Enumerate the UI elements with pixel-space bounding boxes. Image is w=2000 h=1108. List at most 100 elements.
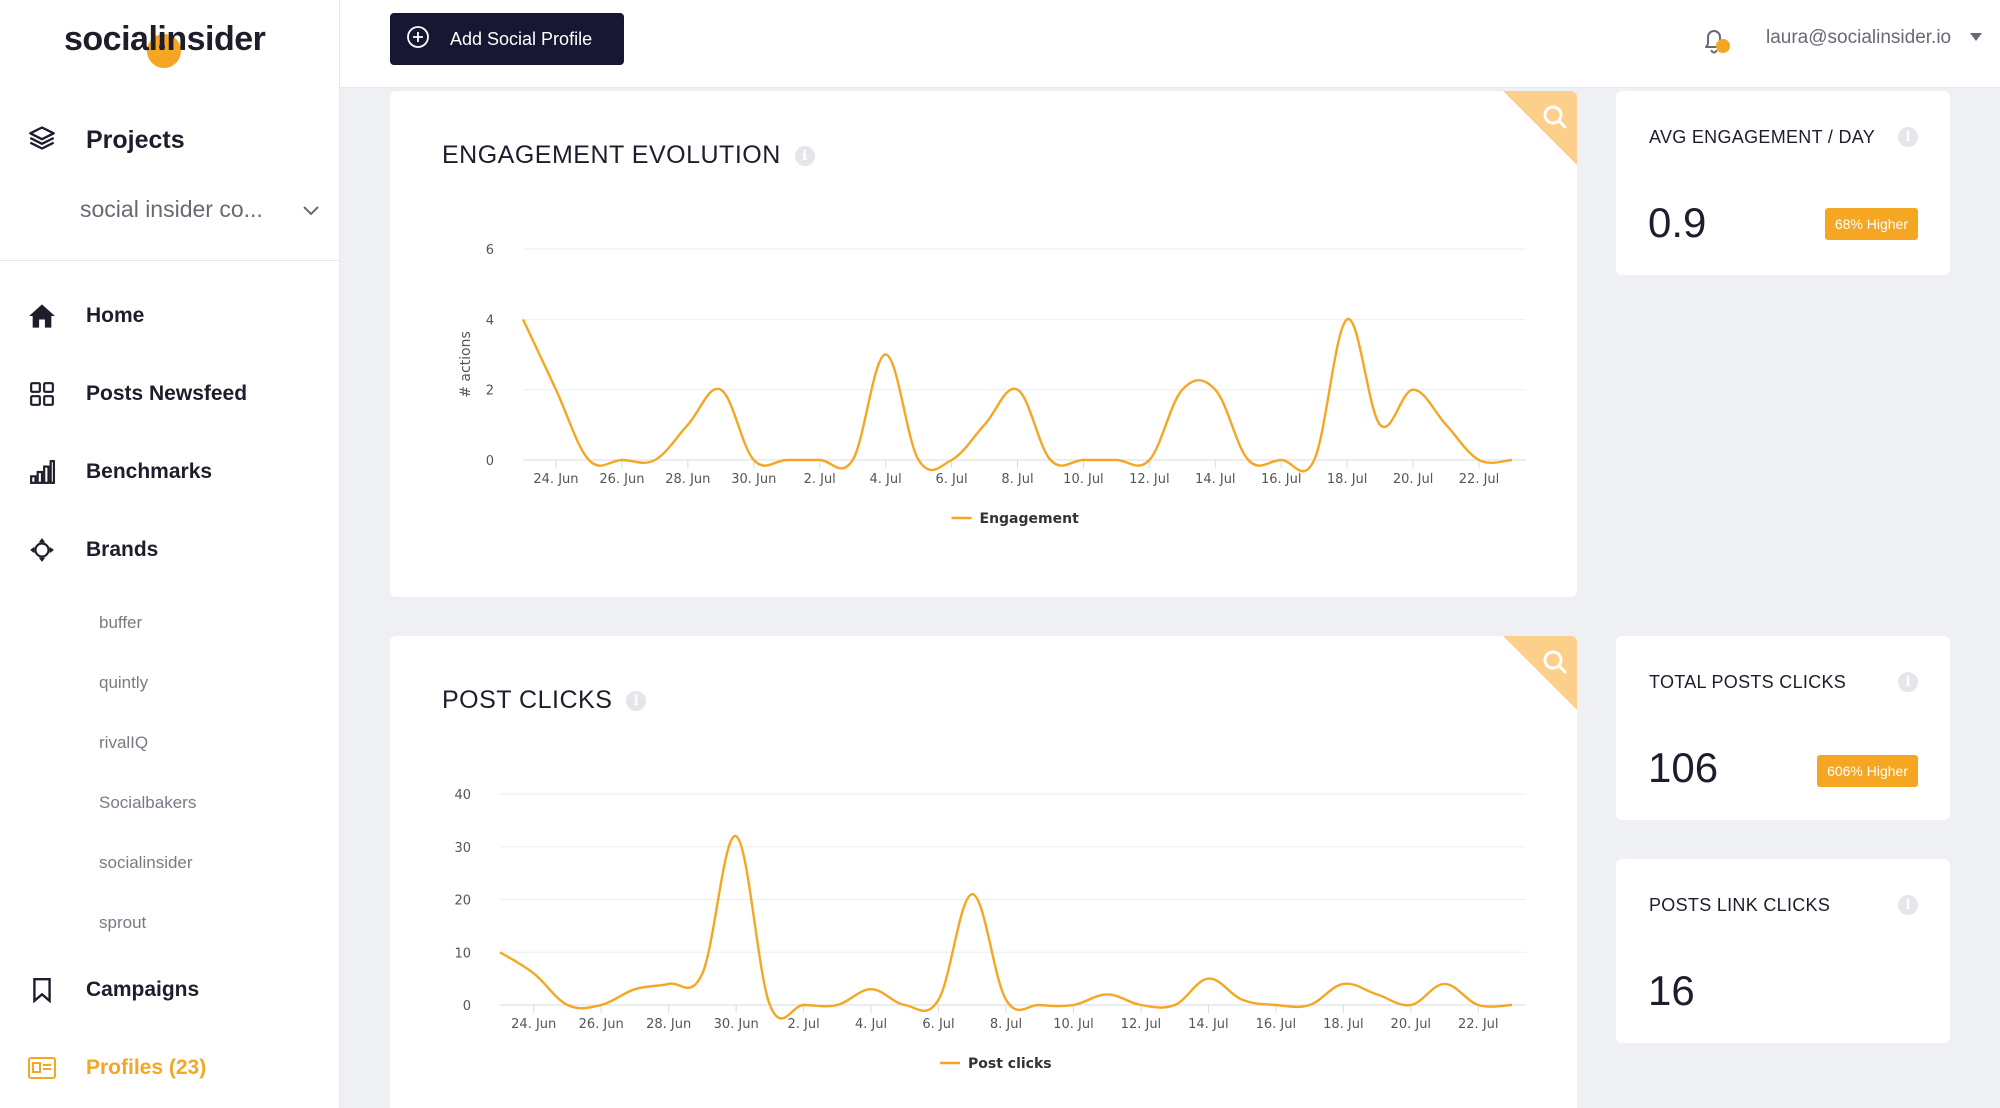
- x-tick-label: 20. Jul: [1393, 472, 1434, 487]
- x-tick-label: 18. Jul: [1323, 1017, 1364, 1032]
- user-menu[interactable]: laura@socialinsider.io: [1766, 27, 1983, 49]
- brand-item-buffer[interactable]: buffer: [99, 613, 143, 632]
- stat-value: 16: [1648, 967, 1695, 1014]
- x-tick-label: 8. Jul: [1001, 472, 1033, 487]
- x-tick-label: 8. Jul: [990, 1017, 1022, 1032]
- layers-icon: [28, 124, 56, 157]
- sidebar-item-label: Campaigns: [86, 978, 200, 1001]
- x-tick-label: 22. Jul: [1459, 472, 1500, 487]
- project-select[interactable]: social insider co...: [80, 196, 320, 223]
- sidebar-item-label: Home: [86, 304, 145, 327]
- chevron-down-icon: [302, 196, 320, 223]
- x-tick-label: 28. Jun: [665, 472, 710, 487]
- zoom-corner[interactable]: [1503, 636, 1577, 710]
- home-icon: [28, 302, 56, 330]
- x-tick-label: 6. Jul: [935, 472, 967, 487]
- sidebar-item-label: Profiles (23): [86, 1056, 207, 1079]
- info-icon[interactable]: i: [1898, 672, 1918, 692]
- x-tick-label: 16. Jul: [1261, 472, 1302, 487]
- x-tick-label: 28. Jun: [646, 1017, 691, 1032]
- stat-title: TOTAL POSTS CLICKS: [1649, 672, 1847, 692]
- x-tick-label: 16. Jul: [1256, 1017, 1297, 1032]
- x-tick-label: 12. Jul: [1121, 1017, 1162, 1032]
- brand-item-sprout[interactable]: sprout: [99, 913, 147, 932]
- engagement-evolution-title: ENGAGEMENT EVOLUTION i: [442, 141, 815, 170]
- stat-badge: 68% Higher: [1824, 208, 1918, 240]
- x-tick-label: 22. Jul: [1458, 1017, 1499, 1032]
- y-tick-label: 20: [454, 894, 471, 909]
- y-tick-label: 0: [486, 454, 494, 469]
- brand-item-socialinsider[interactable]: socialinsider: [99, 853, 193, 872]
- topbar: Add Social Profile laura@socialinsider.i…: [340, 0, 2000, 88]
- projects-label: Projects: [86, 126, 185, 154]
- card-title-text: POST CLICKS: [442, 686, 613, 714]
- brand-item-rivaliq[interactable]: rivalIQ: [99, 733, 149, 752]
- post-clicks-chart: 0 10 20 30 40 24. Jun 26. Jun 28. Jun 30. Jun 2. …: [454, 788, 1526, 1072]
- sidebar-item-label: Brands: [86, 538, 159, 561]
- x-tick-label: 30. Jun: [714, 1017, 759, 1032]
- sidebar-item-profiles[interactable]: Profiles (23): [28, 1054, 206, 1082]
- add-social-profile-button[interactable]: Add Social Profile: [390, 13, 624, 65]
- x-tick-label: 14. Jul: [1188, 1017, 1229, 1032]
- brand-item-socialbakers[interactable]: Socialbakers: [99, 793, 197, 812]
- bookmark-icon: [28, 976, 56, 1004]
- sidebar-item-label: Posts Newsfeed: [86, 382, 248, 405]
- stat-value: 106: [1648, 744, 1719, 791]
- sidebar: socialinsider Projects social insider co…: [0, 0, 340, 1108]
- x-tick-label: 24. Jun: [533, 472, 578, 487]
- y-tick-label: 10: [454, 946, 471, 961]
- post-clicks-title: POST CLICKS i: [442, 686, 647, 715]
- y-axis-label: # actions: [458, 331, 474, 398]
- plus-circle-icon: [406, 25, 430, 54]
- y-tick-label: 0: [463, 999, 471, 1014]
- avg-engagement-card: AVG ENGAGEMENT / DAY i 0.9 68% Higher: [1616, 91, 1950, 275]
- sidebar-item-benchmarks[interactable]: Benchmarks: [28, 458, 212, 486]
- sidebar-divider: [0, 260, 340, 261]
- notifications-bell-icon[interactable]: [1698, 24, 1732, 58]
- bar-chart-icon: [28, 458, 56, 486]
- sidebar-item-brands[interactable]: Brands: [28, 536, 158, 564]
- legend-label: Post clicks: [968, 1056, 1052, 1072]
- x-tick-label: 24. Jun: [511, 1017, 556, 1032]
- x-tick-label: 18. Jul: [1327, 472, 1368, 487]
- sidebar-item-posts-newsfeed[interactable]: Posts Newsfeed: [28, 380, 247, 408]
- x-tick-label: 20. Jul: [1391, 1017, 1432, 1032]
- x-tick-label: 10. Jul: [1063, 472, 1104, 487]
- y-tick-label: 30: [454, 841, 471, 856]
- x-tick-label: 14. Jul: [1195, 472, 1236, 487]
- y-tick-label: 4: [486, 313, 494, 328]
- legend-label: Engagement: [980, 511, 1080, 527]
- engagement-evolution-chart: 0 2 4 6 # actions 24. Jun 26. Jun 28. Jun 30. Ju…: [458, 243, 1526, 527]
- logo[interactable]: socialinsider: [64, 20, 266, 68]
- x-tick-label: 4. Jul: [870, 472, 902, 487]
- x-tick-label: 30. Jun: [731, 472, 776, 487]
- total-posts-clicks-card: TOTAL POSTS CLICKS i 106 606% Higher: [1616, 636, 1950, 820]
- projects-header: Projects: [28, 124, 185, 157]
- info-icon[interactable]: i: [626, 690, 647, 711]
- x-tick-label: 26. Jun: [599, 472, 644, 487]
- info-icon[interactable]: i: [1898, 127, 1918, 147]
- brands-icon: [28, 536, 56, 564]
- stat-value: 0.9: [1648, 199, 1707, 246]
- y-tick-label: 2: [486, 384, 494, 399]
- caret-down-icon: [1969, 27, 1983, 49]
- sidebar-item-campaigns[interactable]: Campaigns: [28, 976, 199, 1004]
- x-tick-label: 26. Jun: [579, 1017, 624, 1032]
- x-tick-label: 10. Jul: [1053, 1017, 1094, 1032]
- project-select-value: social insider co...: [80, 196, 263, 222]
- info-icon[interactable]: i: [794, 145, 815, 166]
- logo-text-right: insider: [157, 20, 266, 58]
- x-tick-label: 2. Jul: [804, 472, 836, 487]
- y-tick-label: 6: [486, 243, 494, 258]
- brand-item-quintly[interactable]: quintly: [99, 673, 149, 692]
- series-line: [521, 318, 1513, 473]
- id-card-icon: [28, 1054, 56, 1082]
- info-icon[interactable]: i: [1898, 895, 1918, 915]
- sidebar-item-home[interactable]: Home: [28, 302, 144, 330]
- logo-mark-icon: [147, 34, 181, 68]
- stat-badge: 606% Higher: [1817, 755, 1918, 787]
- stat-title: POSTS LINK CLICKS: [1649, 895, 1831, 915]
- card-title-text: ENGAGEMENT EVOLUTION: [442, 141, 781, 169]
- sidebar-item-label: Benchmarks: [86, 460, 213, 483]
- zoom-corner[interactable]: [1503, 91, 1577, 165]
